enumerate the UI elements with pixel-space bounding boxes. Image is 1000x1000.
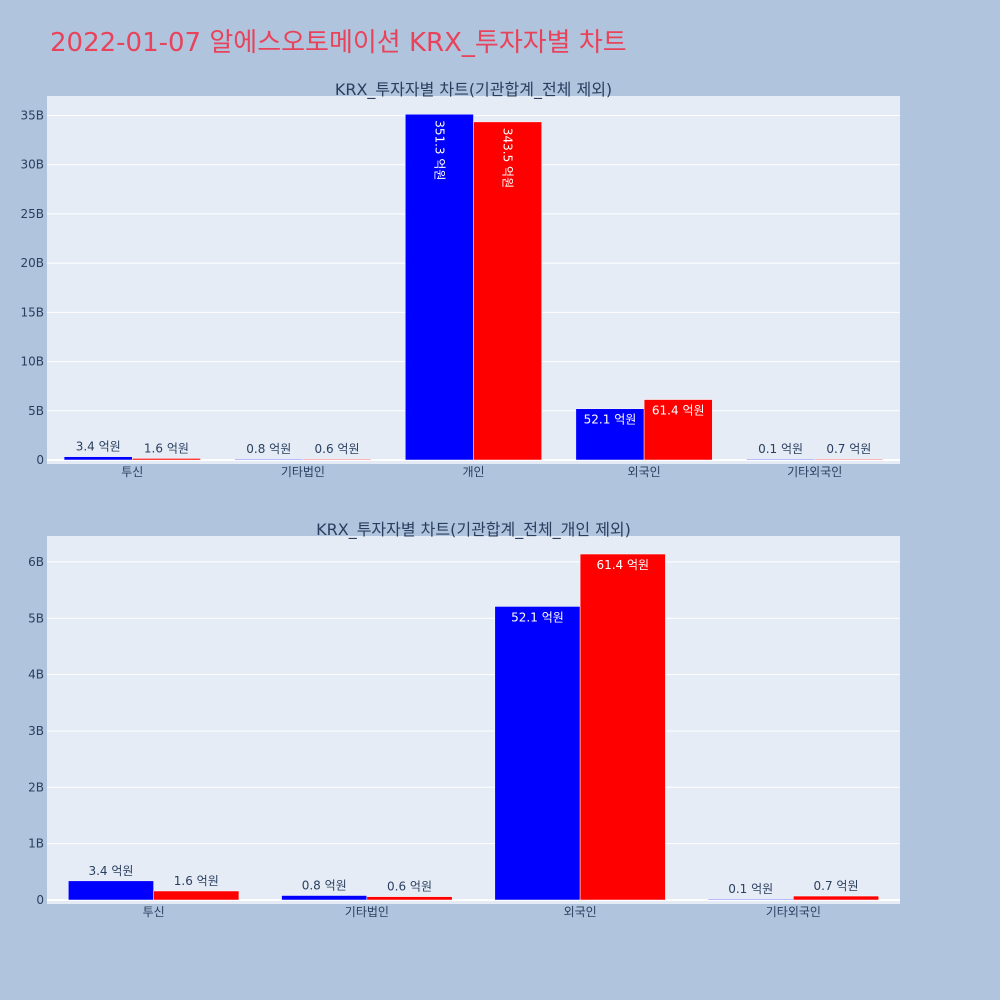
page-title: 2022-01-07 알에스오토메이션 KRX_투자자별 차트 xyxy=(50,28,627,58)
y-tick-label: 15B xyxy=(20,305,44,319)
x-tick-label: 기타외국인 xyxy=(766,905,821,919)
data-label: 0.8 억원 xyxy=(246,442,291,456)
data-label: 0.7 억원 xyxy=(826,442,871,456)
x-tick-label: 투신 xyxy=(143,905,165,919)
x-tick-label: 투신 xyxy=(121,465,143,479)
y-tick-label: 25B xyxy=(20,207,44,221)
data-label: 0.6 억원 xyxy=(315,442,360,456)
data-label: 52.1 억원 xyxy=(584,413,637,427)
x-tick-label: 외국인 xyxy=(564,905,597,919)
bar-buy xyxy=(575,408,645,461)
y-tick-label: 20B xyxy=(20,256,44,270)
data-label: 0.1 억원 xyxy=(728,882,773,896)
y-tick-label: 2B xyxy=(28,780,44,794)
bar-sell xyxy=(793,895,879,901)
y-tick-label: 30B xyxy=(20,158,44,172)
bar-sell xyxy=(366,896,453,901)
data-label: 0.8 억원 xyxy=(302,878,347,892)
y-tick-label: 1B xyxy=(28,837,44,851)
x-tick-label: 기타법인 xyxy=(281,465,325,479)
plot-area xyxy=(47,536,900,904)
x-tick-label: 기타외국인 xyxy=(787,465,842,479)
bar-sell xyxy=(302,458,372,461)
data-label: 1.6 억원 xyxy=(144,441,189,455)
y-tick-label: 4B xyxy=(28,668,44,682)
x-tick-label: 개인 xyxy=(462,465,484,479)
chart-title: KRX_투자자별 차트(기관합계_전체 제외) xyxy=(335,80,612,100)
y-tick-label: 0 xyxy=(36,453,44,467)
bar-buy xyxy=(494,606,581,901)
bar-buy xyxy=(68,880,154,901)
data-label: 351.3 억원 xyxy=(432,120,446,180)
y-tick-label: 3B xyxy=(28,724,44,738)
chart-title: KRX_투자자별 차트(기관합계_전체_개인 제외) xyxy=(316,520,631,540)
y-tick-label: 35B xyxy=(20,108,44,122)
bar-sell xyxy=(153,890,240,901)
data-label: 61.4 억원 xyxy=(596,558,649,572)
y-tick-label: 6B xyxy=(28,555,44,569)
x-tick-label: 외국인 xyxy=(628,465,661,479)
bar-buy xyxy=(281,895,368,901)
data-label: 0.7 억원 xyxy=(814,879,859,893)
y-tick-label: 5B xyxy=(28,611,44,625)
x-tick-label: 기타법인 xyxy=(345,905,389,919)
data-label: 3.4 억원 xyxy=(88,864,133,878)
chart-top: KRX_투자자별 차트(기관합계_전체 제외) 0 5B 10B 15B 20B 25B 30… xyxy=(20,80,900,479)
data-label: 0.1 억원 xyxy=(758,442,803,456)
data-label: 1.6 억원 xyxy=(174,874,219,888)
bar-sell xyxy=(814,458,884,461)
y-tick-label: 10B xyxy=(20,355,44,369)
data-label: 61.4 억원 xyxy=(652,404,705,418)
data-label: 52.1 억원 xyxy=(511,610,564,624)
bar-buy xyxy=(707,898,794,901)
bar-sell xyxy=(473,121,542,461)
bar-sell xyxy=(579,553,666,901)
bar-sell xyxy=(643,399,713,461)
data-label: 3.4 억원 xyxy=(76,440,121,454)
data-label: 0.6 억원 xyxy=(387,880,432,894)
y-tick-label: 5B xyxy=(28,404,44,418)
y-tick-label: 0 xyxy=(36,893,44,907)
bar-buy xyxy=(405,113,474,461)
data-label: 343.5 억원 xyxy=(501,128,515,188)
bar-sell xyxy=(132,458,201,461)
